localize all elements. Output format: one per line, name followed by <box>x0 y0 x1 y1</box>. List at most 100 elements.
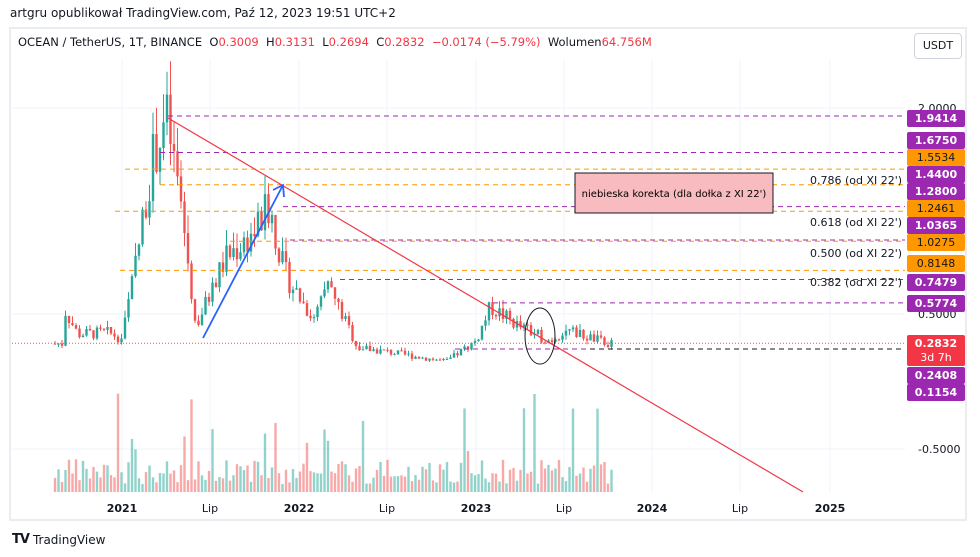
volume-bar <box>368 483 372 492</box>
time-axis-tick: Lip <box>732 502 748 515</box>
volume-bar <box>417 479 421 492</box>
candle-body <box>589 334 592 341</box>
volume-bar <box>424 469 428 492</box>
price-label-text: 1.5534 <box>917 151 956 164</box>
currency-button[interactable]: USDT <box>914 33 962 59</box>
candle-body <box>144 209 148 218</box>
candle-body <box>498 308 501 317</box>
volume-bar <box>603 461 606 492</box>
volume-bar <box>95 471 99 492</box>
volume-bar <box>183 436 186 492</box>
volume-bar <box>102 464 106 492</box>
volume-bar <box>246 465 249 492</box>
candle-body <box>347 316 351 326</box>
volume-bar <box>543 468 547 492</box>
candle-body <box>606 345 610 347</box>
volume-bar <box>578 473 582 492</box>
candle-body <box>309 315 312 319</box>
candle-body <box>522 324 526 328</box>
candle-body <box>396 350 400 355</box>
volume-bar <box>99 477 102 492</box>
candle-body <box>330 281 333 288</box>
volume-bar <box>277 473 281 492</box>
candle-body <box>123 317 127 339</box>
volume-bar <box>375 469 379 492</box>
volume-bar <box>438 464 442 492</box>
volume-bar <box>214 480 218 492</box>
volume-bar <box>589 468 592 492</box>
candle-body <box>64 315 67 346</box>
current-price-badge <box>907 335 965 366</box>
volume-bar <box>421 466 424 492</box>
candle-body <box>249 233 253 252</box>
candle-body <box>361 349 365 351</box>
volume-bar <box>361 420 365 492</box>
volume-bar <box>162 473 165 492</box>
candle-body <box>519 321 522 328</box>
volume-bar <box>53 477 57 492</box>
volume-bar <box>494 473 498 492</box>
volume-bar <box>505 483 508 492</box>
candle-body <box>120 338 123 343</box>
candle-body <box>375 349 379 354</box>
volume-bar <box>60 482 64 492</box>
change-value: −0.0174 (−5.79%) <box>431 35 541 49</box>
candle-body <box>382 349 386 351</box>
candle-body <box>358 346 361 351</box>
volume-bar <box>137 478 141 492</box>
volume-bar <box>571 408 575 492</box>
volume-bar <box>204 479 207 492</box>
time-axis-tick: Lip <box>379 502 395 515</box>
volume-bar <box>211 429 214 492</box>
volume-bar <box>141 483 144 492</box>
candle-body <box>113 333 116 337</box>
volume-bar <box>232 475 235 492</box>
low-label: L <box>322 35 329 49</box>
volume-bar <box>599 464 603 492</box>
arrow-head-icon <box>272 183 285 198</box>
price-label-text: 1.4400 <box>915 168 958 181</box>
candle-body <box>323 289 326 297</box>
close-value: 0.2832 <box>384 35 425 49</box>
volume-bar <box>550 470 554 492</box>
tv-logo-icon: TV <box>12 532 30 547</box>
volume-bar <box>389 476 393 492</box>
candle-body <box>473 341 477 343</box>
volume-bar <box>298 471 302 492</box>
volume-bar <box>487 482 491 492</box>
volume-bar <box>445 462 449 492</box>
candle-body <box>137 244 141 256</box>
symbol-name[interactable]: OCEAN / TetherUS, 1T, BINANCE <box>18 35 203 49</box>
candle-body <box>151 133 155 202</box>
time-axis-tick: 2025 <box>815 502 846 515</box>
volume-bar <box>81 460 85 492</box>
volume-bar <box>270 467 274 492</box>
candle-body <box>428 358 431 361</box>
candle-body <box>106 327 109 330</box>
volume-bar <box>323 429 326 492</box>
volume-bar <box>596 408 599 492</box>
volume-bar <box>193 479 197 492</box>
volume-bar <box>284 469 288 492</box>
trend-line <box>167 117 804 493</box>
volume-bar <box>449 481 452 492</box>
volume-bar <box>295 477 298 492</box>
volume-bar <box>407 466 410 492</box>
candle-body <box>88 328 92 331</box>
tradingview-logo[interactable]: TV TradingView <box>12 532 105 547</box>
volume-bar <box>127 462 130 492</box>
fib-label: 0.618 (od XI 22') <box>810 216 902 229</box>
volume-bar <box>561 477 564 492</box>
fib-label: 0.786 (od XI 22') <box>810 174 902 187</box>
volume-bar <box>316 473 319 492</box>
candle-body <box>298 288 302 302</box>
candle-body <box>186 233 190 264</box>
price-label-text: 1.9414 <box>915 112 958 125</box>
volume-bar <box>256 461 260 492</box>
volume-bar <box>172 470 176 492</box>
symbol-legend: OCEAN / TetherUS, 1T, BINANCE O0.3009 H0… <box>18 35 652 49</box>
volume-bar <box>564 481 568 492</box>
volume-bar <box>557 459 561 492</box>
price-label-badge <box>907 255 965 272</box>
